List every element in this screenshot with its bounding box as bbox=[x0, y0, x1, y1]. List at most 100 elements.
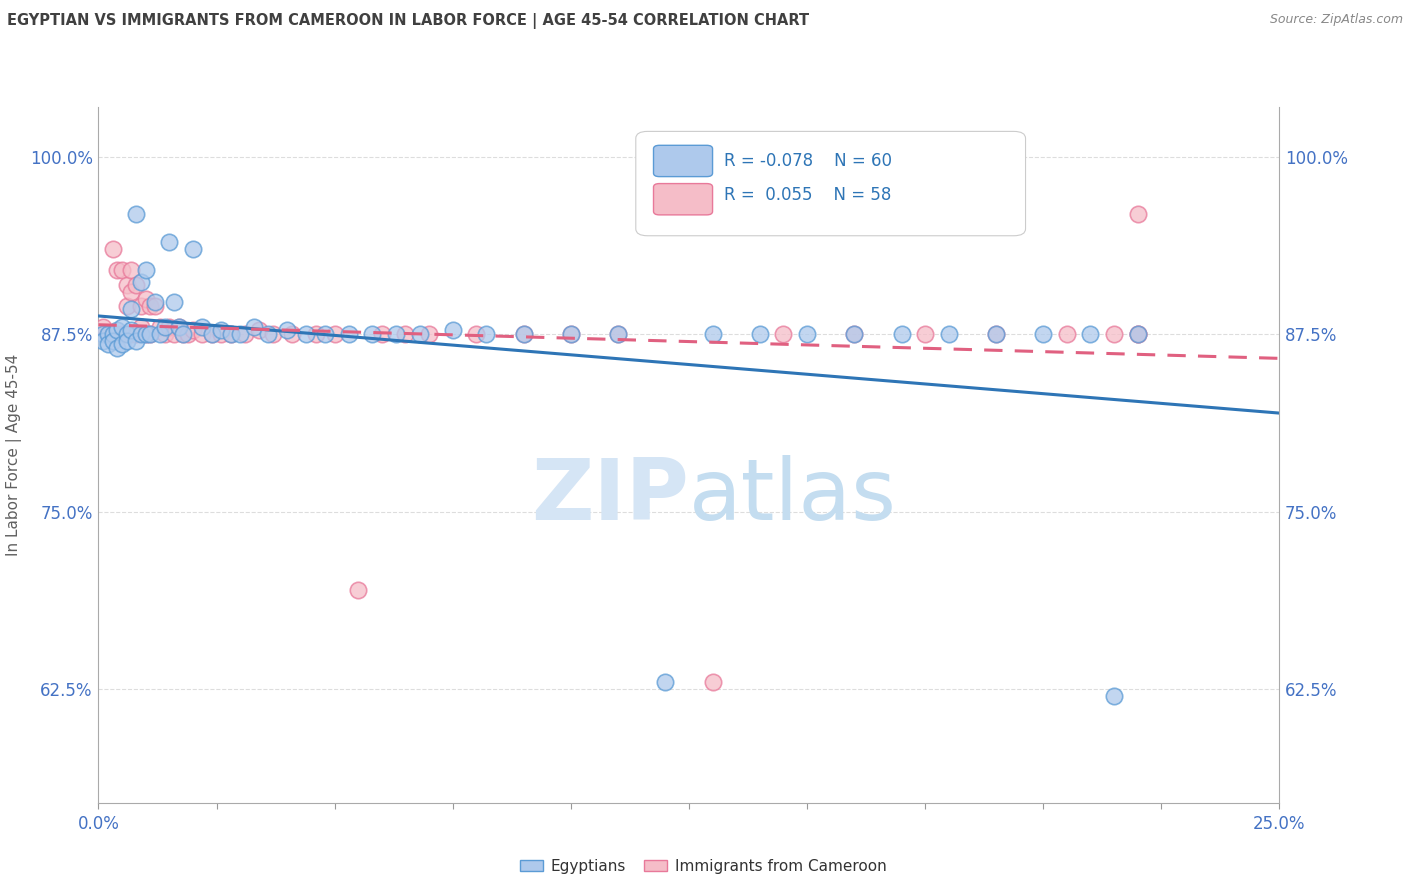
Point bbox=[607, 327, 630, 342]
Legend: Egyptians, Immigrants from Cameroon: Egyptians, Immigrants from Cameroon bbox=[513, 853, 893, 880]
Point bbox=[135, 292, 157, 306]
Text: R = -0.078    N = 60: R = -0.078 N = 60 bbox=[724, 152, 893, 169]
Point bbox=[394, 327, 416, 342]
Text: EGYPTIAN VS IMMIGRANTS FROM CAMEROON IN LABOR FORCE | AGE 45-54 CORRELATION CHAR: EGYPTIAN VS IMMIGRANTS FROM CAMEROON IN … bbox=[7, 13, 810, 29]
Point bbox=[153, 320, 176, 334]
Point bbox=[91, 327, 114, 342]
Point bbox=[209, 323, 232, 337]
Point bbox=[512, 327, 534, 342]
Point bbox=[560, 327, 582, 342]
Point bbox=[209, 327, 232, 342]
Point bbox=[111, 337, 134, 351]
Point bbox=[97, 327, 120, 342]
FancyBboxPatch shape bbox=[654, 145, 713, 177]
Point bbox=[1102, 327, 1125, 342]
Point bbox=[441, 323, 464, 337]
Point bbox=[219, 327, 242, 342]
Point bbox=[139, 299, 162, 313]
Point bbox=[1126, 206, 1149, 220]
Text: ZIP: ZIP bbox=[531, 455, 689, 538]
Point bbox=[129, 320, 152, 334]
Point bbox=[105, 323, 128, 337]
Point bbox=[172, 327, 194, 342]
Point bbox=[177, 327, 200, 342]
Point bbox=[135, 327, 157, 342]
Text: R =  0.055    N = 58: R = 0.055 N = 58 bbox=[724, 186, 891, 204]
Point bbox=[233, 327, 256, 342]
Point bbox=[337, 327, 360, 342]
Point bbox=[153, 327, 176, 342]
Point bbox=[125, 277, 148, 292]
Point bbox=[149, 327, 172, 342]
Point bbox=[139, 327, 162, 342]
Point bbox=[305, 327, 328, 342]
Point bbox=[157, 235, 180, 249]
Point bbox=[938, 327, 960, 342]
Point bbox=[1102, 690, 1125, 704]
Point bbox=[163, 294, 186, 309]
Point bbox=[143, 299, 166, 313]
Point bbox=[702, 327, 724, 342]
Point bbox=[105, 327, 128, 342]
Point bbox=[121, 263, 143, 277]
Point bbox=[385, 327, 408, 342]
Point bbox=[101, 334, 124, 349]
Point bbox=[984, 327, 1007, 342]
Point bbox=[172, 327, 194, 342]
Point bbox=[748, 327, 770, 342]
Point bbox=[475, 327, 498, 342]
Text: Source: ZipAtlas.com: Source: ZipAtlas.com bbox=[1270, 13, 1403, 27]
Point bbox=[111, 327, 134, 342]
Point bbox=[101, 242, 124, 256]
Point bbox=[1126, 327, 1149, 342]
Point bbox=[163, 327, 186, 342]
Point bbox=[105, 342, 128, 356]
Point bbox=[101, 327, 124, 342]
Point bbox=[125, 327, 148, 342]
Point bbox=[121, 285, 143, 299]
Point bbox=[105, 263, 128, 277]
Point bbox=[247, 323, 270, 337]
Point bbox=[115, 327, 138, 342]
Point bbox=[191, 320, 214, 334]
Point bbox=[323, 327, 346, 342]
Point bbox=[115, 299, 138, 313]
Point bbox=[139, 327, 162, 342]
Point bbox=[465, 327, 488, 342]
Point bbox=[347, 582, 370, 597]
Point bbox=[91, 320, 114, 334]
Text: atlas: atlas bbox=[689, 455, 897, 538]
Point bbox=[129, 327, 152, 342]
Point bbox=[115, 277, 138, 292]
Point bbox=[1056, 327, 1078, 342]
Point bbox=[844, 327, 866, 342]
Point bbox=[121, 327, 143, 342]
Point bbox=[890, 327, 912, 342]
Point bbox=[111, 263, 134, 277]
Point bbox=[167, 320, 190, 334]
Point bbox=[129, 299, 152, 313]
Point bbox=[654, 675, 676, 690]
Point bbox=[512, 327, 534, 342]
Point bbox=[181, 242, 204, 256]
Point bbox=[914, 327, 936, 342]
Point bbox=[97, 337, 120, 351]
Point bbox=[201, 327, 224, 342]
Point bbox=[121, 301, 143, 316]
Point bbox=[167, 320, 190, 334]
Point bbox=[121, 323, 143, 337]
Point bbox=[371, 327, 394, 342]
Point bbox=[418, 327, 440, 342]
Point bbox=[143, 294, 166, 309]
Point bbox=[361, 327, 384, 342]
Point bbox=[149, 320, 172, 334]
Point bbox=[281, 327, 304, 342]
Point bbox=[125, 334, 148, 349]
Point bbox=[191, 327, 214, 342]
Point bbox=[772, 327, 794, 342]
Point bbox=[1126, 327, 1149, 342]
Point bbox=[796, 327, 818, 342]
FancyBboxPatch shape bbox=[636, 131, 1025, 235]
Point bbox=[135, 327, 157, 342]
Point bbox=[129, 275, 152, 289]
